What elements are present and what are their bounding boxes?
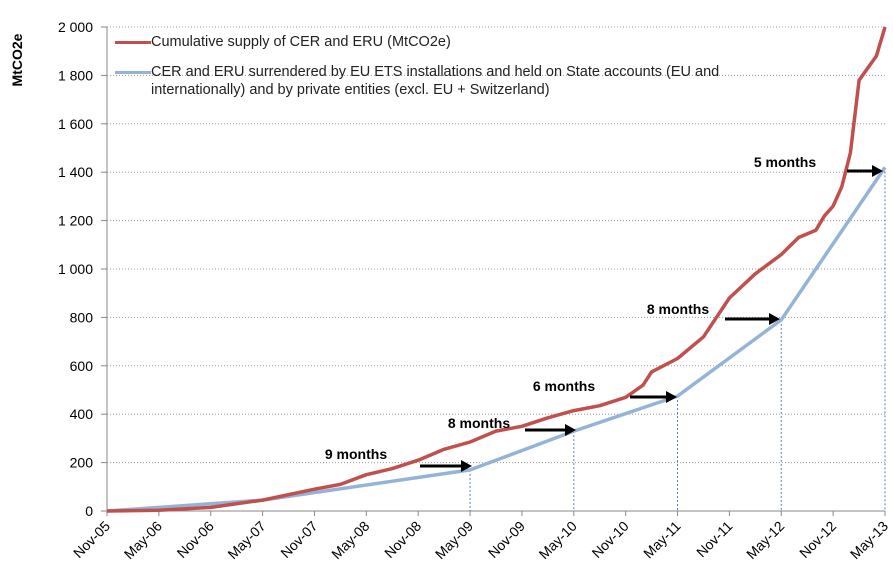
x-tick-label: May-09 bbox=[432, 518, 476, 562]
y-tick-label: 1 200 bbox=[58, 213, 93, 229]
y-tick-label: 800 bbox=[70, 309, 94, 325]
annotation: 6 months bbox=[533, 378, 595, 394]
y-tick-label: 1 400 bbox=[58, 164, 93, 180]
x-tick-label: Nov-09 bbox=[485, 518, 528, 561]
y-tick-label: 400 bbox=[70, 406, 94, 422]
legend-label: CER and ERU surrendered by EU ETS instal… bbox=[151, 64, 720, 98]
x-tick-label: May-13 bbox=[847, 518, 891, 562]
y-tick-label: 0 bbox=[85, 503, 93, 519]
y-tick-label: 600 bbox=[70, 358, 94, 374]
x-tick-label: Nov-08 bbox=[381, 518, 424, 561]
annotation-arrowhead bbox=[666, 391, 677, 403]
x-tick-label: Nov-11 bbox=[693, 518, 736, 561]
annotation: 5 months bbox=[754, 154, 816, 170]
x-tick-label: May-08 bbox=[328, 518, 372, 562]
series-line bbox=[106, 166, 887, 513]
x-tick-label: May-12 bbox=[743, 518, 787, 562]
x-tick-label: Nov-05 bbox=[70, 518, 113, 561]
y-tick-label: 200 bbox=[70, 455, 94, 471]
legend-swatch bbox=[115, 71, 151, 74]
legend-swatch bbox=[115, 41, 151, 44]
x-tick-label: Nov-10 bbox=[589, 518, 632, 561]
annotation-arrowhead bbox=[769, 313, 780, 325]
y-tick-label: 1 000 bbox=[58, 261, 93, 277]
annotation: 8 months bbox=[647, 301, 709, 317]
y-tick-label: 1 800 bbox=[58, 67, 93, 83]
legend-label: Cumulative supply of CER and ERU (MtCO2e… bbox=[151, 34, 451, 50]
x-tick-label: Nov-12 bbox=[796, 518, 839, 561]
annotation-arrowhead bbox=[565, 424, 576, 436]
annotation: 9 months bbox=[325, 446, 387, 462]
legend-item: CER and ERU surrendered by EU ETS instal… bbox=[115, 63, 805, 99]
x-tick-label: May-07 bbox=[224, 518, 268, 562]
x-tick-label: May-06 bbox=[121, 518, 165, 562]
x-tick-label: May-11 bbox=[640, 518, 684, 562]
x-tick-label: May-10 bbox=[536, 518, 580, 562]
annotation-arrowhead bbox=[461, 460, 472, 472]
series-line bbox=[106, 26, 887, 513]
y-tick-label: 1 600 bbox=[58, 116, 93, 132]
annotation: 8 months bbox=[448, 415, 510, 431]
y-tick-label: 2 000 bbox=[58, 19, 93, 35]
legend: Cumulative supply of CER and ERU (MtCO2e… bbox=[115, 33, 805, 111]
annotation-arrowhead bbox=[872, 165, 883, 177]
x-tick-label: Nov-07 bbox=[277, 518, 320, 561]
x-tick-label: Nov-06 bbox=[174, 518, 217, 561]
legend-item: Cumulative supply of CER and ERU (MtCO2e… bbox=[115, 33, 805, 51]
y-axis-label: MtCO2e bbox=[9, 33, 25, 86]
